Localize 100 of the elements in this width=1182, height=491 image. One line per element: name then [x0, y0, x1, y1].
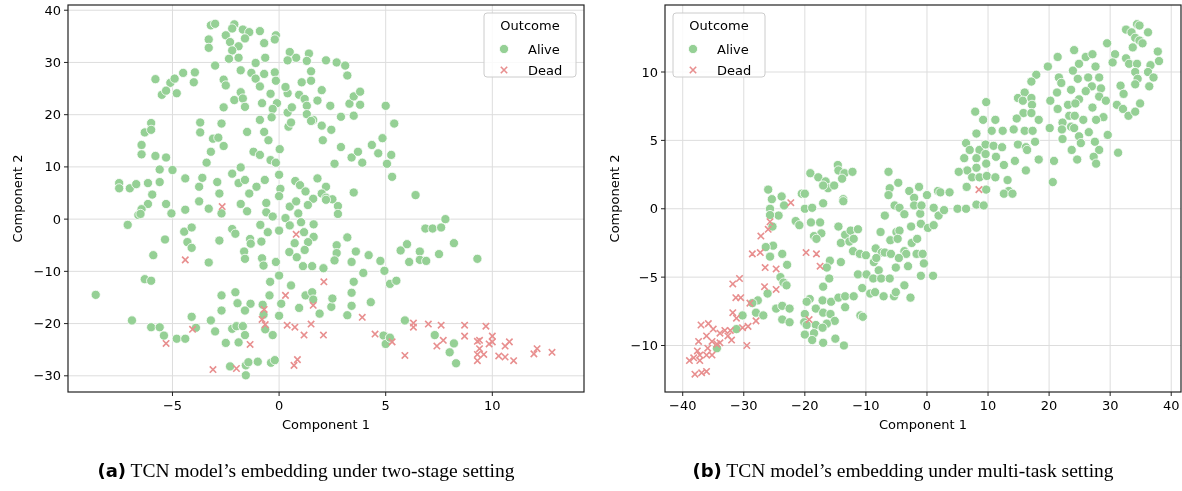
point: [805, 315, 814, 324]
point: [371, 330, 380, 339]
point: [728, 308, 737, 317]
point: [703, 344, 712, 353]
y-tick-label: 10: [44, 159, 61, 175]
y-tick-label: −10: [630, 338, 658, 354]
point: [727, 336, 736, 345]
point: [772, 264, 781, 273]
x-tick-label: 20: [1040, 398, 1058, 413]
x-tick-label: 30: [1101, 398, 1119, 413]
x-tick-label: −40: [668, 398, 697, 413]
point: [529, 349, 538, 358]
point: [786, 198, 795, 207]
point: [764, 225, 773, 234]
point: [751, 316, 760, 325]
point: [702, 331, 711, 340]
y-tick-label: −20: [33, 316, 61, 332]
x-tick-label: −5: [162, 398, 183, 413]
point: [162, 339, 171, 348]
y-tick-label: −5: [638, 269, 658, 285]
point: [246, 340, 255, 349]
point: [388, 337, 397, 346]
legend-label: Alive: [717, 41, 749, 57]
point: [485, 339, 494, 348]
point: [488, 337, 497, 346]
x-tick-label: −30: [730, 398, 758, 413]
point: [533, 344, 542, 353]
legend-title: Outcome: [500, 18, 560, 33]
point: [460, 332, 469, 341]
x-tick-label: 40: [1162, 398, 1180, 413]
point: [290, 361, 299, 370]
point: [812, 249, 821, 258]
text: (b) TCN model’s embedding under multi-task setting: [692, 460, 1114, 481]
point: [258, 315, 267, 324]
point: [745, 299, 754, 308]
point: [358, 313, 367, 322]
y-tick-label: 0: [52, 211, 61, 227]
point: [728, 279, 737, 288]
legend-title: Outcome: [689, 18, 749, 33]
x-tick-label: −10: [852, 398, 880, 413]
point: [208, 365, 217, 374]
point: [300, 331, 309, 340]
point: [293, 355, 302, 364]
point: [292, 230, 301, 239]
y-tick-label: 5: [649, 132, 658, 148]
point: [281, 291, 290, 300]
point: [488, 332, 497, 341]
x-tick-label: 10: [484, 398, 501, 413]
point: [475, 344, 484, 353]
y-axis-title: Component 2: [10, 154, 25, 243]
x-tick-label: −20: [791, 398, 819, 413]
point: [709, 325, 718, 334]
point: [756, 232, 765, 241]
point: [409, 319, 418, 328]
point: [181, 255, 190, 264]
point: [693, 346, 702, 355]
point: [509, 356, 518, 365]
x-axis-title: Component 1: [879, 417, 967, 432]
point: [437, 321, 446, 330]
point: [501, 342, 510, 351]
point: [732, 314, 741, 323]
y-tick-label: 20: [44, 107, 61, 123]
y-axis-title: Component 2: [607, 154, 622, 243]
x-axis-title: Component 1: [282, 417, 370, 432]
point: [694, 337, 703, 346]
point: [432, 342, 441, 351]
point: [481, 322, 490, 331]
point: [319, 277, 328, 286]
y-tick-label: −30: [33, 368, 61, 384]
point: [232, 364, 241, 373]
point: [735, 274, 744, 283]
point: [260, 305, 269, 314]
point: [761, 263, 770, 272]
point: [766, 217, 775, 226]
y-tick-label: 10: [641, 64, 658, 80]
point: [400, 351, 409, 360]
point: [424, 320, 433, 329]
legend-label: Dead: [717, 62, 752, 78]
legend-label: Dead: [528, 62, 563, 78]
point: [816, 262, 825, 271]
point: [772, 285, 781, 294]
text: (a) TCN model’s embedding under two-stage setting: [97, 460, 515, 481]
legend-label: Alive: [528, 41, 560, 57]
x-tick-label: 10: [979, 398, 997, 413]
point: [760, 282, 769, 291]
x-tick-label: 0: [274, 398, 284, 413]
point: [439, 336, 448, 345]
x-tick-label: 0: [922, 398, 932, 413]
y-tick-label: 40: [44, 2, 61, 18]
y-tick-label: −10: [33, 263, 61, 279]
point: [974, 185, 983, 194]
point: [319, 331, 328, 340]
point: [742, 341, 751, 350]
y-tick-label: 0: [649, 201, 658, 217]
point: [548, 348, 557, 357]
point: [460, 321, 469, 330]
point: [685, 356, 694, 365]
point: [505, 337, 514, 346]
point: [309, 301, 318, 310]
point: [802, 248, 811, 257]
